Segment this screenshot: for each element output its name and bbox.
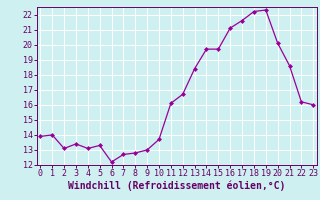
X-axis label: Windchill (Refroidissement éolien,°C): Windchill (Refroidissement éolien,°C) bbox=[68, 181, 285, 191]
